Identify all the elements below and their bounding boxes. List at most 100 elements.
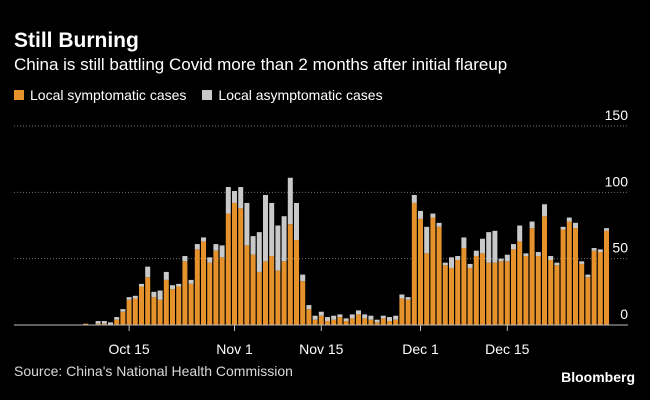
legend-swatch-asymptomatic [202,90,213,100]
bar-asymptomatic [591,248,597,251]
bar-symptomatic [275,270,281,325]
bar-symptomatic [566,221,572,325]
bar-symptomatic [511,249,516,325]
bar-asymptomatic [176,283,182,287]
bar-asymptomatic [238,187,244,209]
bar-asymptomatic [461,237,467,249]
bar-asymptomatic [579,261,585,264]
bar-symptomatic [467,267,473,325]
bar-asymptomatic [604,228,609,231]
bar-symptomatic [498,261,504,325]
bar-symptomatic [157,299,163,325]
x-tick-label: Nov 1 [216,341,253,357]
bar-asymptomatic [331,315,337,320]
bar-asymptomatic [368,315,374,320]
bar-symptomatic [548,259,554,325]
x-tick-label: Nov 15 [299,341,344,357]
bar-symptomatic [318,315,324,325]
bar-symptomatic [554,265,560,325]
bar-symptomatic [430,217,436,325]
bar-symptomatic [95,323,101,325]
bar-asymptomatic [405,297,411,300]
legend-item-asymptomatic: Local asymptomatic cases [202,87,383,103]
bar-symptomatic [244,245,250,325]
bar-symptomatic [591,250,597,325]
bar-symptomatic [337,317,343,325]
x-tick-label: Dec 1 [402,341,439,357]
bar-symptomatic [331,319,337,325]
brand-logo: Bloomberg [561,369,635,385]
bar-symptomatic [597,252,603,325]
bar-asymptomatic [573,222,578,229]
y-tick-label: 50 [612,240,628,256]
bar-asymptomatic [337,314,343,318]
bar-asymptomatic [504,254,510,262]
bar-asymptomatic [269,202,275,257]
bar-asymptomatic [387,317,392,322]
bar-symptomatic [436,226,442,325]
bar-asymptomatic [374,319,380,323]
bar-asymptomatic [449,257,454,268]
bar-asymptomatic [523,253,529,257]
bar-symptomatic [250,254,256,325]
bar-symptomatic [604,230,609,325]
bar-asymptomatic [318,311,324,316]
bar-asymptomatic [356,310,361,315]
bar-asymptomatic [120,309,126,312]
bar-asymptomatic [114,317,120,320]
bar-asymptomatic [492,230,498,263]
bar-symptomatic [405,299,411,325]
bar-symptomatic [368,319,374,325]
bar-asymptomatic [393,315,399,320]
bar-symptomatic [585,277,591,325]
bar-asymptomatic [281,216,287,262]
bar-asymptomatic [566,217,572,222]
bar-asymptomatic [349,314,355,319]
bar-asymptomatic [380,315,386,319]
bar-asymptomatic [201,237,206,242]
bar-asymptomatic [250,236,256,255]
bar-symptomatic [176,286,182,325]
bar-symptomatic [442,265,448,325]
bar-asymptomatic [585,274,591,278]
bar-asymptomatic [182,256,188,262]
bar-asymptomatic [362,314,368,319]
bar-asymptomatic [548,256,554,260]
bar-symptomatic [256,271,262,325]
bar-symptomatic [504,261,510,325]
bar-symptomatic [232,202,237,325]
bar-asymptomatic [101,321,107,324]
bar-symptomatic [418,218,423,325]
bar-symptomatic [170,289,175,325]
bar-asymptomatic [418,210,423,219]
bar-asymptomatic [480,238,485,254]
bar-symptomatic [101,323,107,325]
bar-asymptomatic [170,285,175,290]
bar-symptomatic [163,279,169,325]
bar-symptomatic [529,228,535,325]
bar-symptomatic [219,257,225,325]
bar-asymptomatic [188,279,194,284]
bar-symptomatic [269,256,275,325]
y-tick-label: 0 [620,306,628,322]
bar-asymptomatic [455,256,461,260]
bar-asymptomatic [560,226,566,230]
bar-symptomatic [535,256,541,325]
bar-asymptomatic [325,317,330,322]
bar-symptomatic [238,208,244,325]
bar-symptomatic [188,283,194,325]
bar-asymptomatic [263,194,268,262]
bar-symptomatic [83,323,89,325]
y-tick-label: 100 [605,173,629,189]
bar-asymptomatic [232,191,237,203]
bar-asymptomatic [294,202,299,241]
bar-symptomatic [207,262,213,325]
bar-asymptomatic [554,262,560,266]
bar-symptomatic [225,213,231,325]
bar-symptomatic [194,249,200,325]
bar-symptomatic [387,321,392,325]
bar-asymptomatic [145,266,151,278]
bar-asymptomatic [498,258,504,262]
bar-asymptomatic [126,297,132,300]
bar-asymptomatic [95,321,101,324]
